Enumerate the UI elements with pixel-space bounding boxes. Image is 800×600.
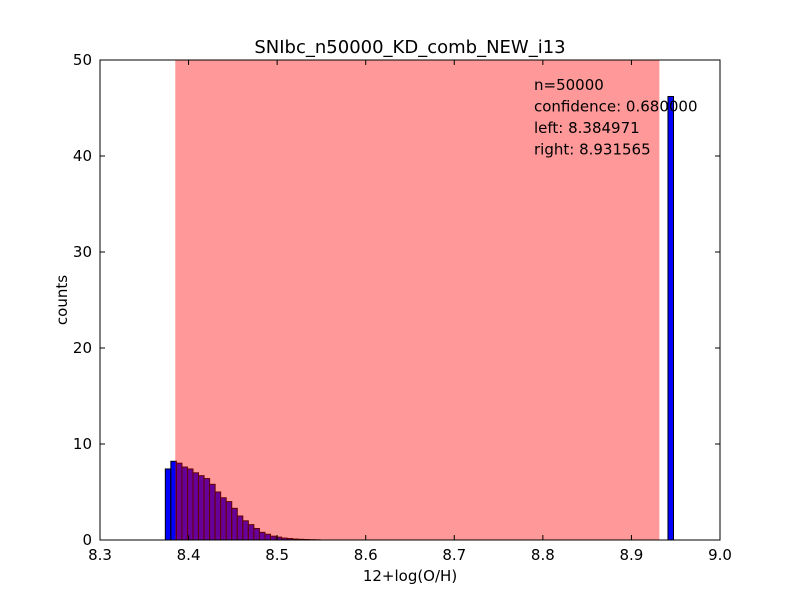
histogram-bar — [667, 95, 675, 541]
x-tick-label: 8.7 — [442, 546, 466, 564]
y-axis-ticks: 0 10 20 30 40 50 — [73, 51, 720, 549]
x-tick-label: 8.6 — [354, 546, 378, 564]
stats-annotation-line: confidence: 0.680000 — [534, 98, 698, 116]
y-tick-label: 20 — [73, 339, 92, 357]
x-tick-label: 8.4 — [177, 546, 201, 564]
y-tick-label: 50 — [73, 51, 92, 69]
x-axis-label: 12+log(O/H) — [363, 567, 457, 585]
stats-annotation-line: n=50000 — [534, 76, 604, 94]
plot-frame — [99, 59, 721, 541]
stats-annotation-line: right: 8.931565 — [534, 141, 651, 159]
chart-title: SNIbc_n50000_KD_comb_NEW_i13 — [254, 37, 565, 58]
y-tick-label: 0 — [82, 531, 92, 549]
stats-annotation-line: left: 8.384971 — [534, 119, 640, 137]
x-tick-label: 8.3 — [88, 546, 112, 564]
x-tick-label: 8.5 — [265, 546, 289, 564]
y-tick-label: 40 — [73, 147, 92, 165]
y-tick-label: 30 — [73, 243, 92, 261]
x-axis-ticks: 8.3 8.4 8.5 8.6 8.7 8.8 8.9 9.0 — [88, 60, 732, 564]
y-tick-label: 10 — [73, 435, 92, 453]
confidence-interval-band — [175, 60, 660, 540]
y-axis-label: counts — [53, 275, 71, 325]
stats-annotation: n=50000 confidence: 0.680000 left: 8.38497… — [534, 76, 698, 159]
histogram-bars — [164, 95, 675, 541]
x-tick-label: 8.9 — [619, 546, 643, 564]
x-tick-label: 8.8 — [531, 546, 555, 564]
x-tick-label: 9.0 — [708, 546, 732, 564]
histogram-bar — [164, 468, 172, 541]
